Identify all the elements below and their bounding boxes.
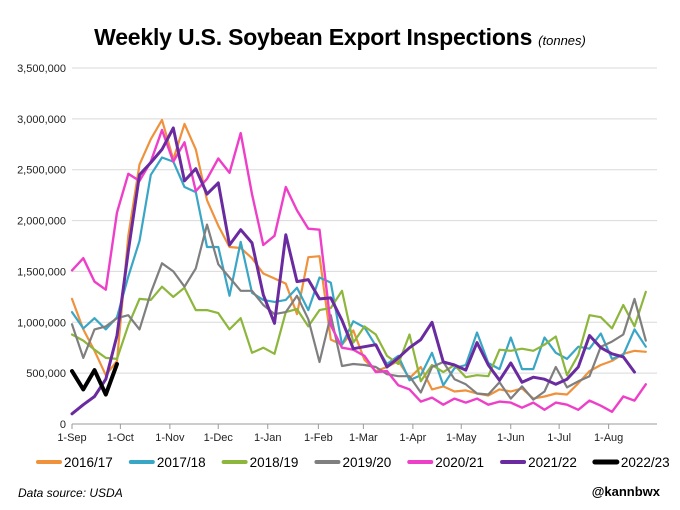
legend-item-2017-18: 2017/18 [128,455,206,470]
legend-item-2021-22: 2021/22 [500,455,577,470]
legend-label: 2022/23 [621,455,670,470]
x-tick-label: 1-Jun [497,432,525,444]
x-tick-label: 1-Dec [204,432,234,444]
x-tick-label: 1-Oct [107,432,134,444]
y-axis: 0 500,000 1,000,000 1,500,000 2,000,000 2,500… [17,63,66,431]
series-line-2021-22 [70,126,636,416]
y-tick-label: 0 [60,419,66,431]
series-line-2017-18 [70,156,647,387]
series-line-2022-23 [70,362,119,397]
x-tick-label: 1-Apr [399,432,426,444]
x-tick-label: 1-May [446,432,477,444]
legend-item-2016-17: 2016/17 [36,455,113,470]
legend-item-2022-23: 2022/23 [592,455,670,470]
legend: 2016/17 2017/18 2018/19 2019/20 2020/21 2021/… [36,455,670,470]
x-tick-label: 1-Mar [349,432,378,444]
y-tick-label: 500,000 [26,368,66,380]
x-axis: 1-Sep 1-Oct 1-Nov 1-Dec 1-Jan 1-Feb 1-Mar 1-Apr… [57,424,623,444]
legend-item-2018-19: 2018/19 [221,455,299,470]
x-tick-label: 1-Aug [594,432,623,444]
y-tick-label: 3,500,000 [17,63,66,75]
legend-label: 2019/20 [342,455,391,470]
series-line-2019-20 [70,223,647,401]
legend-label: 2021/22 [528,455,577,470]
legend-label: 2016/17 [64,455,113,470]
chart-subtitle: (tonnes) [538,33,586,48]
author-handle: @kannbwx [591,484,660,499]
legend-label: 2018/19 [250,455,299,470]
x-tick-label: 1-Jul [547,432,571,444]
x-tick-label: 1-Feb [304,432,333,444]
series-line-2020-21 [70,128,647,413]
chart-title-row: Weekly U.S. Soybean Export Inspections (t… [0,24,680,51]
x-tick-label: 1-Nov [155,432,185,444]
legend-item-2019-20: 2019/20 [314,455,391,470]
legend-item-2020-21: 2020/21 [407,455,484,470]
y-tick-label: 1,500,000 [17,266,66,278]
y-tick-label: 1,000,000 [17,317,66,329]
y-tick-label: 2,500,000 [17,165,66,177]
data-source: Data source: USDA [18,486,123,500]
x-tick-label: 1-Jan [254,432,282,444]
legend-label: 2017/18 [157,455,206,470]
y-tick-label: 2,000,000 [17,216,66,228]
chart-title: Weekly U.S. Soybean Export Inspections [94,24,533,50]
x-tick-label: 1-Sep [57,432,86,444]
legend-label: 2020/21 [435,455,484,470]
series-line-2018-19 [70,285,647,383]
y-tick-label: 3,000,000 [17,114,66,126]
series-lines [70,118,647,416]
